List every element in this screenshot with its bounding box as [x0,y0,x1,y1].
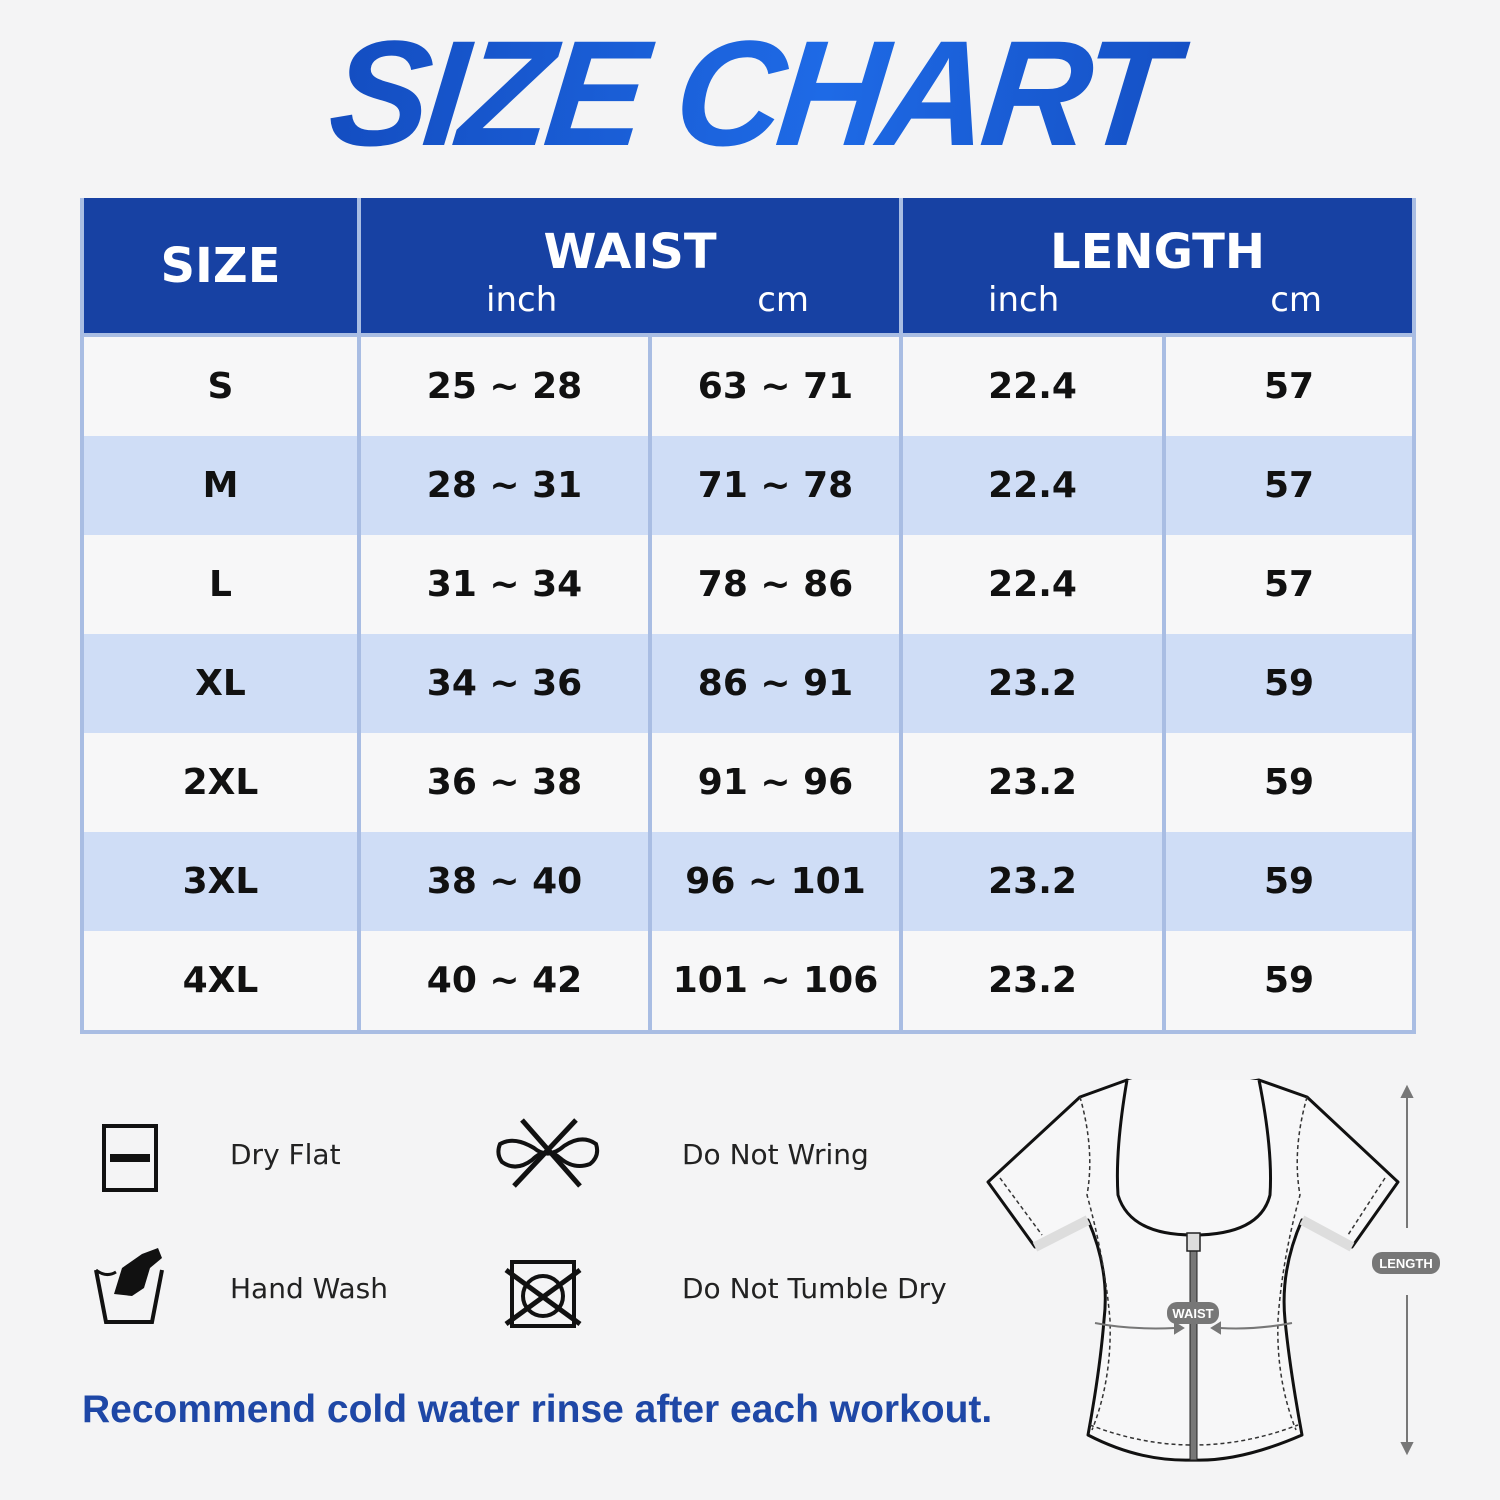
dry-flat-icon [102,1124,158,1192]
cell-length-cm: 59 [1162,832,1417,931]
cell-length-inch: 22.4 [899,335,1167,436]
dry-flat-label: Dry Flat [230,1138,341,1171]
table-row: S 25 ~ 28 63 ~ 71 22.4 57 [80,335,1417,436]
cell-length-inch: 22.4 [899,535,1167,634]
do-not-tumble-dry-label: Do Not Tumble Dry [682,1272,947,1305]
garment-diagram: WAIST LENGTH [986,1078,1440,1462]
do-not-tumble-dry-icon [504,1260,582,1328]
page-title: SIZE CHART [0,9,1500,177]
cell-waist-inch: 28 ~ 31 [357,436,652,535]
do-not-wring-icon [496,1118,600,1188]
table-row: XL 34 ~ 36 86 ~ 91 23.2 59 [80,634,1417,733]
unit-inch: inch [988,279,1060,320]
cell-waist-cm: 71 ~ 78 [647,436,904,535]
cell-size: M [80,436,361,535]
cell-size: 4XL [80,931,361,1034]
cell-waist-cm: 101 ~ 106 [647,931,904,1034]
table-row: M 28 ~ 31 71 ~ 78 22.4 57 [80,436,1417,535]
cell-length-cm: 59 [1162,931,1417,1034]
table-row: L 31 ~ 34 78 ~ 86 22.4 57 [80,535,1417,634]
length-label: LENGTH [1379,1256,1432,1271]
size-table: SIZE WAIST inch cm LENGTH inch cm S 25 ~ 28… [80,198,1417,1034]
cell-size: L [80,535,361,634]
cell-waist-cm: 63 ~ 71 [647,335,904,436]
cell-waist-inch: 34 ~ 36 [357,634,652,733]
cell-waist-cm: 96 ~ 101 [647,832,904,931]
header-length: LENGTH inch cm [899,198,1417,337]
header-size: SIZE [80,198,361,337]
cell-size: 3XL [80,832,361,931]
hand-wash-icon [94,1248,164,1324]
unit-cm: cm [757,279,810,320]
unit-inch: inch [486,279,558,320]
cell-length-inch: 23.2 [899,832,1167,931]
unit-cm: cm [1270,279,1323,320]
table-row: 3XL 38 ~ 40 96 ~ 101 23.2 59 [80,832,1417,931]
cell-length-inch: 23.2 [899,733,1167,832]
cell-size: XL [80,634,361,733]
cell-length-cm: 59 [1162,733,1417,832]
cell-length-cm: 57 [1162,436,1417,535]
cell-waist-inch: 25 ~ 28 [357,335,652,436]
cell-length-cm: 57 [1162,535,1417,634]
cell-waist-inch: 38 ~ 40 [357,832,652,931]
header-waist: WAIST inch cm [356,198,904,337]
cell-waist-cm: 86 ~ 91 [647,634,904,733]
table-row: 4XL 40 ~ 42 101 ~ 106 23.2 59 [80,931,1417,1034]
cell-length-inch: 23.2 [899,634,1167,733]
cell-waist-inch: 40 ~ 42 [357,931,652,1034]
cell-waist-cm: 91 ~ 96 [647,733,904,832]
do-not-wring-label: Do Not Wring [682,1138,869,1171]
cell-length-inch: 22.4 [899,436,1167,535]
care-note: Recommend cold water rinse after each wo… [82,1388,993,1431]
cell-length-cm: 57 [1162,335,1417,436]
cell-size: 2XL [80,733,361,832]
cell-length-inch: 23.2 [899,931,1167,1034]
cell-size: S [80,335,361,436]
hand-wash-label: Hand Wash [230,1272,389,1305]
cell-waist-inch: 36 ~ 38 [357,733,652,832]
cell-waist-inch: 31 ~ 34 [357,535,652,634]
table-row: 2XL 36 ~ 38 91 ~ 96 23.2 59 [80,733,1417,832]
cell-length-cm: 59 [1162,634,1417,733]
cell-waist-cm: 78 ~ 86 [647,535,904,634]
waist-label: WAIST [1172,1306,1213,1321]
